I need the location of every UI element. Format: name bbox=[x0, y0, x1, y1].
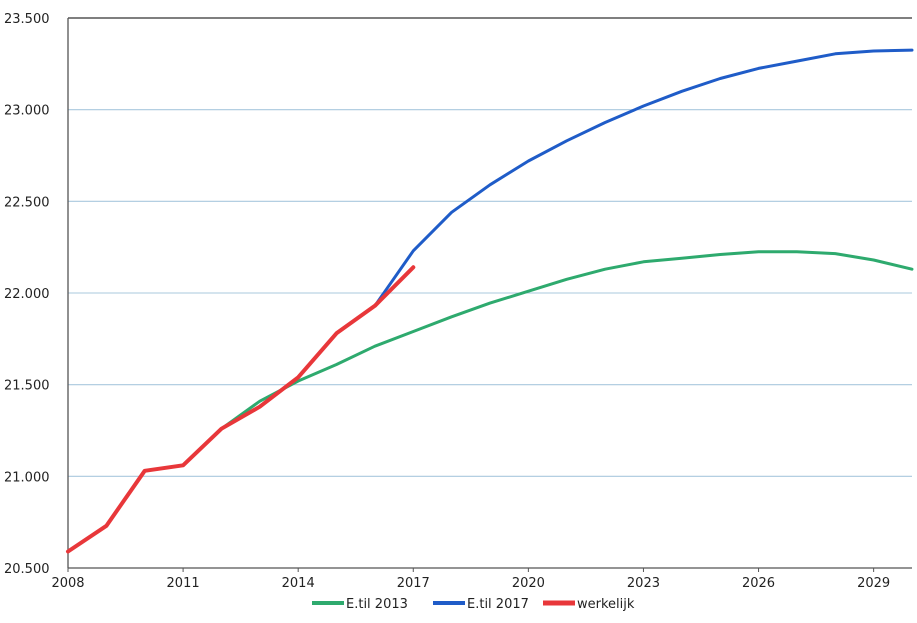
x-tick-label: 2026 bbox=[742, 576, 775, 591]
legend-label: E.til 2013 bbox=[346, 597, 408, 612]
y-tick-label: 23.000 bbox=[4, 104, 50, 119]
y-tick-label: 21.500 bbox=[4, 379, 50, 394]
x-tick-label: 2017 bbox=[397, 576, 430, 591]
x-tick-labels: 2008 2011 2014 2017 2020 2023 2026 2029 bbox=[51, 576, 890, 591]
y-tick-labels: 20.500 21.000 21.500 22.000 22.500 23.000 23.5… bbox=[4, 12, 50, 577]
y-tick-label: 22.000 bbox=[4, 287, 50, 302]
y-tick-label: 22.500 bbox=[4, 195, 50, 210]
x-tick-label: 2011 bbox=[167, 576, 200, 591]
legend: E.til 2013 E.til 2017 werkelijk bbox=[312, 597, 635, 612]
gridlines bbox=[68, 17, 912, 477]
y-tick-label: 21.000 bbox=[4, 470, 50, 485]
x-tick-label: 2020 bbox=[512, 576, 545, 591]
series-line-werkelijk bbox=[66, 265, 416, 554]
x-tick-label: 2023 bbox=[627, 576, 660, 591]
legend-label: werkelijk bbox=[577, 597, 635, 612]
x-tick-label: 2014 bbox=[282, 576, 315, 591]
series-lines bbox=[66, 48, 914, 554]
y-tick-label: 20.500 bbox=[4, 562, 50, 577]
axes bbox=[67, 18, 912, 572]
legend-label: E.til 2017 bbox=[467, 597, 529, 612]
x-tick-label: 2008 bbox=[51, 576, 84, 591]
series-line-e-til-2017 bbox=[373, 48, 914, 308]
y-tick-label: 23.500 bbox=[4, 12, 50, 27]
x-tick-label: 2029 bbox=[857, 576, 890, 591]
series-line-e-til-2013 bbox=[220, 250, 914, 431]
